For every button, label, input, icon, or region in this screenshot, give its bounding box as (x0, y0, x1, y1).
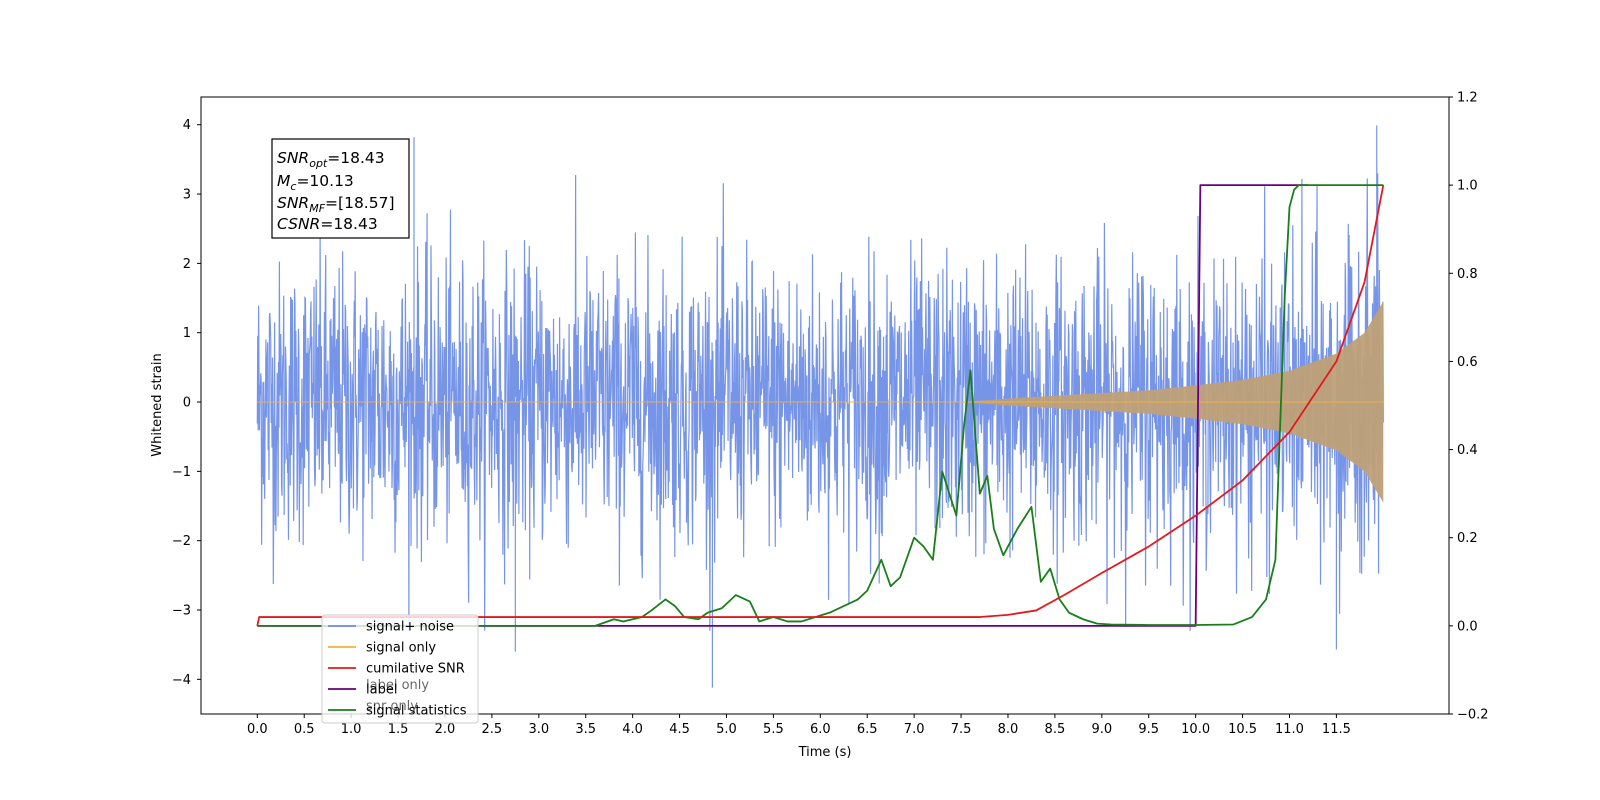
y-axis-label: Whitened strain (150, 353, 165, 456)
series-cumulative-snr (256, 184, 1385, 627)
legend-frame (321, 614, 479, 724)
annotation-snr-opt: SNRopt=18.43 (277, 149, 385, 170)
y-tick-label: 2 (183, 257, 191, 272)
y-tick-label: −3 (172, 604, 191, 619)
legend: label only snr only signal+ noise signal … (321, 614, 479, 724)
y2-tick-label: 1.0 (1457, 179, 1478, 194)
annotation-chirp-mass: Mc=10.13 (277, 172, 354, 193)
x-tick-label: 7.0 (904, 722, 925, 737)
y-tick-label: 1 (183, 326, 191, 341)
x-tick-label: 10.5 (1228, 722, 1257, 737)
y-tick-label: 4 (183, 118, 191, 133)
x-tick-label: 3.5 (575, 722, 596, 737)
legend-entry-label: signal+ noise (366, 620, 454, 635)
legend-entry-label: signal only (366, 641, 436, 656)
series-layer (256, 125, 1385, 688)
y2-tick-label: 1.2 (1457, 91, 1478, 106)
y-axis-right: 1.2 1.0 0.8 0.6 0.4 0.2 0.0 −0.2 (1449, 91, 1489, 723)
x-tick-label: 8.0 (998, 722, 1019, 737)
y2-tick-label: 0.8 (1457, 267, 1478, 282)
y-tick-label: 3 (183, 188, 191, 203)
y2-tick-label: 0.4 (1457, 443, 1478, 458)
series-signal-noise (256, 125, 1384, 688)
y2-tick-label: 0.2 (1457, 531, 1478, 546)
x-tick-label: 11.5 (1322, 722, 1351, 737)
legend-hidden-label-1: label only (366, 678, 429, 693)
y2-tick-label: 0.6 (1457, 355, 1478, 370)
x-tick-label: 3.0 (528, 722, 549, 737)
x-tick-label: 11.0 (1275, 722, 1304, 737)
y-tick-label: 0 (183, 396, 191, 411)
y-tick-label: −2 (172, 534, 191, 549)
x-tick-label: 9.0 (1091, 722, 1112, 737)
x-tick-label: 4.5 (669, 722, 690, 737)
x-axis-label: Time (s) (798, 745, 852, 760)
plot-frame (200, 96, 1450, 715)
legend-entry-label: label (366, 683, 397, 698)
series-label (257, 184, 1309, 627)
legend-hidden-label-2: snr only (366, 699, 418, 714)
y-tick-label: −1 (172, 465, 191, 480)
x-tick-label: 4.0 (622, 722, 643, 737)
x-tick-label: 7.5 (951, 722, 972, 737)
x-tick-label: 5.5 (763, 722, 784, 737)
x-tick-label: 0.0 (247, 722, 268, 737)
legend-entry-label: signal statistics (366, 704, 467, 719)
y-axis-left: 4 3 2 1 0 −1 −2 −3 −4 (172, 118, 201, 688)
x-tick-label: 10.0 (1181, 722, 1210, 737)
annotation-frame (271, 138, 410, 239)
x-tick-label: 6.0 (810, 722, 831, 737)
x-tick-label: 2.5 (482, 722, 503, 737)
x-tick-label: 0.5 (294, 722, 315, 737)
x-tick-label: 2.0 (435, 722, 456, 737)
x-tick-label: 1.5 (388, 722, 409, 737)
y2-tick-label: 0.0 (1457, 619, 1478, 634)
x-tick-label: 5.0 (716, 722, 737, 737)
x-tick-label: 6.5 (857, 722, 878, 737)
annotation-box: SNRopt=18.43 Mc=10.13 SNRMF=[18.57] CSNR… (271, 138, 410, 239)
x-tick-label: 8.5 (1045, 722, 1066, 737)
y-tick-label: −4 (172, 673, 191, 688)
series-signal-statistics (257, 184, 1384, 627)
x-tick-label: 1.0 (341, 722, 362, 737)
annotation-csnr: CSNR=18.43 (277, 215, 378, 233)
x-axis: 0.0 0.5 1.0 1.5 2.0 2.5 3.0 3.5 4.0 4.5 5.0 5.5 6.0 6… (247, 714, 1351, 737)
y2-tick-label: −0.2 (1457, 708, 1489, 723)
legend-entry-label: cumilative SNR (366, 662, 465, 677)
x-tick-label: 9.5 (1138, 722, 1159, 737)
annotation-snr-mf: SNRMF=[18.57] (277, 194, 395, 215)
